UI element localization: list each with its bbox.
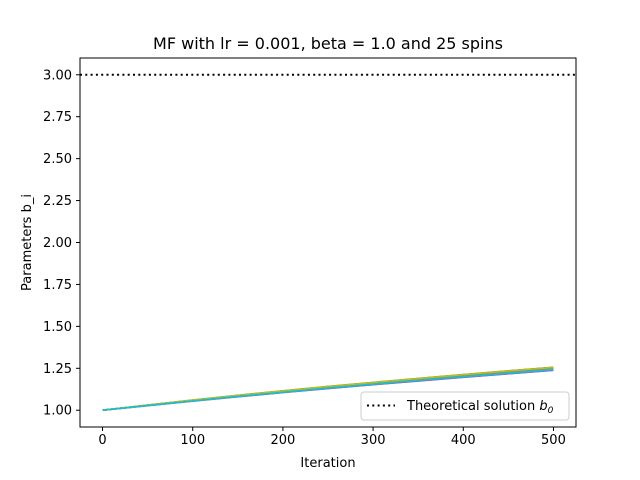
x-tick-label: 300 (361, 433, 386, 448)
y-axis-label: Parameters b_i (20, 194, 35, 291)
x-tick-label: 200 (270, 433, 295, 448)
x-tick-label: 500 (541, 433, 566, 448)
y-tick-label: 2.00 (43, 236, 72, 251)
chart-title: MF with lr = 0.001, beta = 1.0 and 25 sp… (153, 34, 503, 53)
y-tick-label: 3.00 (43, 68, 72, 83)
x-tick-label: 0 (98, 433, 106, 448)
y-tick-label: 1.25 (43, 362, 72, 377)
x-axis: 0 100 200 300 400 500 (98, 427, 566, 448)
x-tick-label: 400 (451, 433, 476, 448)
y-tick-label: 1.75 (43, 278, 72, 293)
y-axis: 1.00 1.25 1.50 1.75 2.00 2.25 2.50 2.75 3.00 (43, 68, 80, 419)
legend-label-subscript: 0 (548, 406, 554, 416)
x-tick-label: 100 (180, 433, 205, 448)
y-tick-label: 2.25 (43, 194, 72, 209)
y-tick-label: 1.00 (43, 404, 72, 419)
series-line-10 (102, 368, 554, 412)
legend-box (360, 391, 570, 421)
y-tick-label: 1.50 (43, 320, 72, 335)
legend-label-math: b (539, 399, 547, 414)
x-axis-label: Iteration (300, 456, 355, 471)
series-layer (102, 366, 554, 412)
y-tick-label: 2.75 (43, 110, 72, 125)
y-tick-label: 2.50 (43, 152, 72, 167)
legend: Theoretical solution b0 (360, 391, 570, 421)
legend-label-text: Theoretical solution (406, 399, 539, 414)
legend-label: Theoretical solution b0 (406, 399, 554, 416)
